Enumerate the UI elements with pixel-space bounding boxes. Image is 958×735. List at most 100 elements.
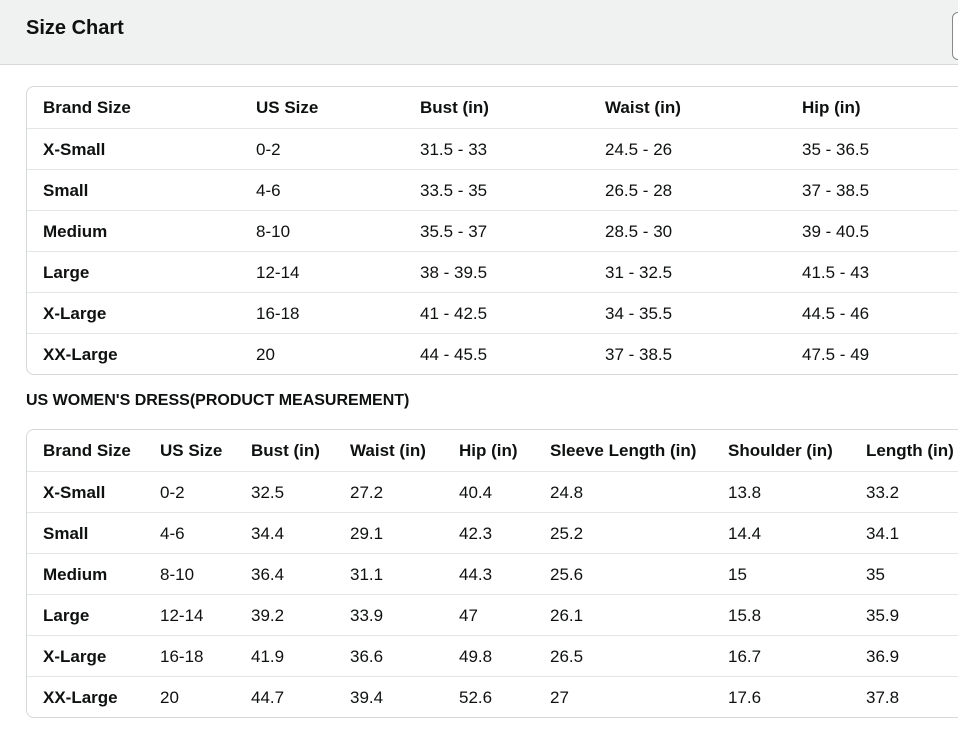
table-cell: 13.8 (728, 483, 762, 502)
table-cell: 44 - 45.5 (420, 345, 488, 364)
table-cell: 47.5 - 49 (802, 345, 870, 364)
table-cell: 34.1 (866, 524, 900, 543)
table-cell: Medium (43, 565, 108, 584)
table-cell: 44.3 (459, 565, 493, 584)
table-cell: 20 (160, 688, 179, 707)
table-cell: 31.5 - 33 (420, 140, 488, 159)
table-cell: 42.3 (459, 524, 493, 543)
header: Size Chart (0, 0, 958, 65)
table-cell: 12-14 (160, 606, 204, 625)
measurement-table: Brand Size US Size Bust (in) Waist (in) Hip … (26, 429, 958, 718)
table-cell: 38 - 39.5 (420, 263, 488, 282)
column-header: Brand Size (43, 98, 131, 117)
table-cell: 26.5 - 28 (605, 181, 673, 200)
table-cell: 26.1 (550, 606, 584, 625)
table-cell: 33.9 (350, 606, 384, 625)
table-cell: 16-18 (160, 647, 204, 666)
table-cell: 33.2 (866, 483, 900, 502)
table-cell: X-Small (43, 140, 106, 159)
table-cell: 40.4 (459, 483, 493, 502)
column-header: Waist (in) (350, 441, 426, 460)
table-row: X-Large 16-18 41 - 42.5 34 - 35.5 44.5 - 46 (27, 292, 958, 333)
table-cell: X-Large (43, 304, 107, 323)
table-cell: 35.9 (866, 606, 900, 625)
table-cell: 35.5 - 37 (420, 222, 488, 241)
table-cell: 47 (459, 606, 478, 625)
table-row: Large 12-14 39.2 33.9 47 26.1 15.8 35.9 (27, 594, 958, 635)
column-header: Bust (in) (420, 98, 489, 117)
table-cell: 36.4 (251, 565, 285, 584)
column-header: US Size (160, 441, 223, 460)
table-cell: Large (43, 606, 90, 625)
table-cell: 35 - 36.5 (802, 140, 870, 159)
table-cell: 8-10 (160, 565, 195, 584)
header-row: Brand Size US Size Bust (in) Waist (in) Hip … (27, 430, 958, 471)
table-row: X-Large 16-18 41.9 36.6 49.8 26.5 16.7 36.9 (27, 635, 958, 676)
column-header: Length (in) (866, 441, 954, 460)
table-cell: 0-2 (160, 483, 185, 502)
table-cell: 37.8 (866, 688, 900, 707)
table-cell: 25.2 (550, 524, 584, 543)
size-table: Brand Size US Size Bust (in) Waist (in) Hip … (26, 86, 958, 375)
table-row: X-Small 0-2 32.5 27.2 40.4 24.8 13.8 33.2 (27, 471, 958, 512)
table-cell: Large (43, 263, 90, 282)
column-header: Brand Size (43, 441, 131, 460)
table-cell: 33.5 - 35 (420, 181, 488, 200)
table-cell: 35 (866, 565, 885, 584)
table-cell: XX-Large (43, 688, 118, 707)
table-cell: 26.5 (550, 647, 584, 666)
header-title: Size Chart (26, 17, 124, 39)
table-cell: 24.8 (550, 483, 584, 502)
column-header: Shoulder (in) (728, 441, 833, 460)
close-button[interactable] (952, 12, 958, 60)
table-cell: 27.2 (350, 483, 384, 502)
table-cell: 37 - 38.5 (605, 345, 673, 364)
column-header: Waist (in) (605, 98, 681, 117)
table-cell: 15.8 (728, 606, 762, 625)
table-cell: 49.8 (459, 647, 493, 666)
table-cell: 36.6 (350, 647, 384, 666)
column-header: US Size (256, 98, 319, 117)
table-cell: 39.4 (350, 688, 384, 707)
table-cell: 41.5 - 43 (802, 263, 870, 282)
table-cell: 44.7 (251, 688, 285, 707)
table-cell: 28.5 - 30 (605, 222, 673, 241)
table-cell: 39.2 (251, 606, 285, 625)
table-row: XX-Large 20 44 - 45.5 37 - 38.5 47.5 - 49 (27, 333, 958, 374)
table-row: Medium 8-10 36.4 31.1 44.3 25.6 15 35 (27, 553, 958, 594)
table-row: Medium 8-10 35.5 - 37 28.5 - 30 39 - 40.5 (27, 210, 958, 251)
table-cell: 12-14 (256, 263, 300, 282)
table-cell: Small (43, 181, 89, 200)
table-cell: XX-Large (43, 345, 118, 364)
table-cell: 39 - 40.5 (802, 222, 870, 241)
section-heading: US WOMEN'S DRESS(PRODUCT MEASUREMENT) (26, 392, 410, 409)
table-cell: Medium (43, 222, 108, 241)
table-cell: X-Large (43, 647, 107, 666)
table-cell: 25.6 (550, 565, 584, 584)
table-cell: 4-6 (256, 181, 281, 200)
table-cell: 52.6 (459, 688, 493, 707)
table-cell: 14.4 (728, 524, 762, 543)
table-cell: 31 - 32.5 (605, 263, 673, 282)
column-header: Hip (in) (802, 98, 861, 117)
table-cell: 16.7 (728, 647, 762, 666)
table-cell: 41.9 (251, 647, 285, 666)
table-cell: 27 (550, 688, 569, 707)
table-cell: 20 (256, 345, 275, 364)
column-header: Sleeve Length (in) (550, 441, 697, 460)
table-cell: Small (43, 524, 89, 543)
table-cell: 16-18 (256, 304, 300, 323)
header-row: Brand Size US Size Bust (in) Waist (in) Hip … (27, 87, 958, 128)
table-cell: X-Small (43, 483, 106, 502)
table-row: Small 4-6 33.5 - 35 26.5 - 28 37 - 38.5 (27, 169, 958, 210)
table-cell: 34 - 35.5 (605, 304, 673, 323)
table-cell: 17.6 (728, 688, 762, 707)
table-cell: 44.5 - 46 (802, 304, 870, 323)
table-cell: 34.4 (251, 524, 285, 543)
table-cell: 15 (728, 565, 747, 584)
table-row: X-Small 0-2 31.5 - 33 24.5 - 26 35 - 36.5 (27, 128, 958, 169)
table-cell: 32.5 (251, 483, 285, 502)
table-cell: 29.1 (350, 524, 384, 543)
table-cell: 36.9 (866, 647, 900, 666)
